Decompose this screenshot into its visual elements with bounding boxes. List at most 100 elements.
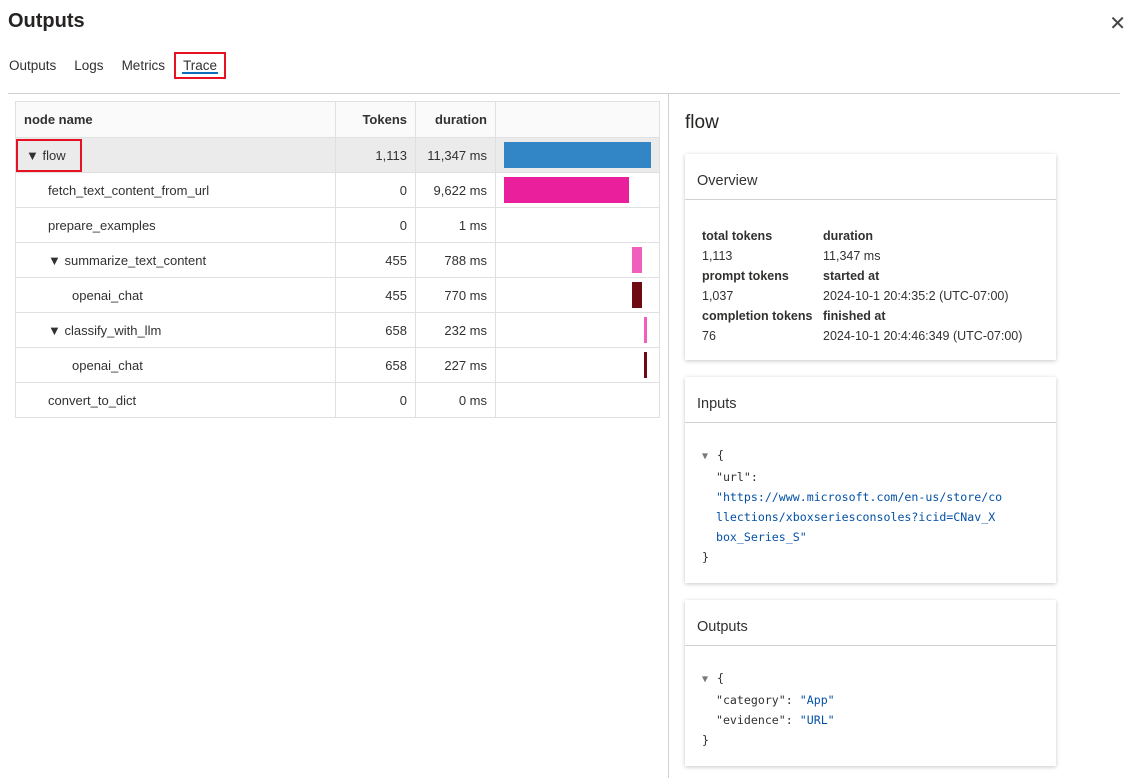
- tab-metrics[interactable]: Metrics: [121, 58, 166, 73]
- node-name-cell[interactable]: fetch_text_content_from_url: [15, 172, 336, 208]
- node-name-cell[interactable]: ▼ classify_with_llm: [15, 312, 336, 348]
- finished-label: finished at: [823, 309, 886, 323]
- output-key-evidence: "evidence": [715, 713, 786, 727]
- tokens-cell: 455: [335, 277, 416, 313]
- tokens-cell: 455: [335, 242, 416, 278]
- duration-bar[interactable]: [643, 317, 647, 343]
- node-name: openai_chat: [72, 287, 143, 303]
- tokens-cell: 1,113: [335, 137, 416, 173]
- tokens-cell: 0: [335, 382, 416, 418]
- duration-cell: 0 ms: [415, 382, 496, 418]
- node-name: fetch_text_content_from_url: [48, 182, 210, 198]
- trace-table: node name Tokens duration ▼ flow 1,113 1…: [15, 101, 660, 418]
- collapse-caret-icon[interactable]: ▼: [702, 674, 709, 685]
- total-tokens-label: total tokens: [702, 229, 773, 243]
- tokens-cell: 658: [335, 347, 416, 383]
- expand-caret-icon[interactable]: ▼: [48, 252, 65, 268]
- node-name-cell[interactable]: openai_chat: [15, 277, 336, 313]
- node-name: flow: [42, 147, 66, 163]
- timeline-cell: [495, 137, 660, 173]
- timeline-cell: [495, 242, 660, 278]
- duration-cell: 770 ms: [415, 277, 496, 313]
- total-tokens-value: 1,113: [702, 249, 733, 263]
- tokens-cell: 0: [335, 172, 416, 208]
- duration-bar[interactable]: [631, 247, 643, 273]
- overview-card: Overview total tokens duration 1,113 11,…: [685, 154, 1056, 360]
- input-value-line: llections/xboxseriesconsoles?icid=CNav_X: [715, 510, 996, 524]
- tab-logs[interactable]: Logs: [74, 58, 104, 73]
- highlight-box: ▼ flow: [16, 138, 82, 172]
- tab-outputs[interactable]: Outputs: [9, 58, 57, 73]
- duration-value: 11,347 ms: [823, 249, 881, 263]
- table-row[interactable]: fetch_text_content_from_url 0 9,622 ms: [15, 172, 660, 208]
- pane-splitter[interactable]: [668, 94, 669, 778]
- table-row[interactable]: openai_chat 455 770 ms: [15, 277, 660, 313]
- node-name-cell[interactable]: convert_to_dict: [15, 382, 336, 418]
- timeline-cell: [495, 172, 660, 208]
- input-value-line: box_Series_S": [715, 530, 807, 544]
- outputs-card: Outputs ▼{ "category": "App" "evidence":…: [685, 600, 1056, 766]
- completion-tokens-value: 76: [702, 329, 716, 343]
- overview-heading: Overview: [685, 154, 1056, 200]
- node-name: prepare_examples: [48, 217, 156, 233]
- header-tokens[interactable]: Tokens: [335, 101, 416, 138]
- collapse-caret-icon[interactable]: ▼: [702, 451, 709, 462]
- table-row[interactable]: convert_to_dict 0 0 ms: [15, 382, 660, 418]
- duration-cell: 227 ms: [415, 347, 496, 383]
- prompt-tokens-value: 1,037: [702, 289, 734, 303]
- node-name-cell[interactable]: prepare_examples: [15, 207, 336, 243]
- timeline-cell: [495, 312, 660, 348]
- header-node-name[interactable]: node name: [15, 101, 336, 138]
- detail-title: flow: [685, 112, 719, 133]
- started-value: 2024-10-1 20:4:35:2 (UTC-07:00): [823, 289, 1009, 303]
- node-name-cell[interactable]: openai_chat: [15, 347, 336, 383]
- duration-cell: 1 ms: [415, 207, 496, 243]
- duration-cell: 11,347 ms: [415, 137, 496, 173]
- table-row[interactable]: openai_chat 658 227 ms: [15, 347, 660, 383]
- outputs-heading: Outputs: [685, 600, 1056, 646]
- timeline-cell: [495, 382, 660, 418]
- duration-bar[interactable]: [504, 177, 629, 203]
- inputs-heading: Inputs: [685, 377, 1056, 423]
- inputs-card: Inputs ▼{ "url": "https://www.microsoft.…: [685, 377, 1056, 583]
- divider: [8, 93, 1120, 94]
- input-key: "url": [715, 470, 751, 484]
- tab-bar: Outputs Logs Metrics Trace: [0, 52, 227, 79]
- tokens-cell: 0: [335, 207, 416, 243]
- node-name: convert_to_dict: [48, 392, 137, 408]
- node-name: openai_chat: [72, 357, 143, 373]
- node-name-cell[interactable]: ▼ flow: [15, 137, 336, 173]
- timeline-cell: [495, 347, 660, 383]
- table-row[interactable]: prepare_examples 0 1 ms: [15, 207, 660, 243]
- node-name: summarize_text_content: [64, 252, 207, 268]
- duration-cell: 788 ms: [415, 242, 496, 278]
- close-icon[interactable]: ✕: [1109, 13, 1126, 35]
- duration-bar[interactable]: [643, 352, 647, 378]
- table-row[interactable]: ▼ flow 1,113 11,347 ms: [15, 137, 660, 173]
- expand-caret-icon[interactable]: ▼: [26, 147, 43, 163]
- table-row[interactable]: ▼ summarize_text_content 455 788 ms: [15, 242, 660, 278]
- duration-bar[interactable]: [631, 282, 642, 308]
- duration-label: duration: [823, 229, 873, 243]
- duration-cell: 9,622 ms: [415, 172, 496, 208]
- header-duration[interactable]: duration: [415, 101, 496, 138]
- node-name-cell[interactable]: ▼ summarize_text_content: [15, 242, 336, 278]
- output-value-category: "App": [799, 693, 835, 707]
- duration-cell: 232 ms: [415, 312, 496, 348]
- completion-tokens-label: completion tokens: [702, 309, 813, 323]
- started-label: started at: [823, 269, 880, 283]
- finished-value: 2024-10-1 20:4:46:349 (UTC-07:00): [823, 329, 1023, 343]
- tab-trace[interactable]: Trace: [174, 52, 227, 79]
- expand-caret-icon[interactable]: ▼: [48, 322, 65, 338]
- input-value-line: "https://www.microsoft.com/en-us/store/c…: [715, 490, 1003, 504]
- dialog-title: Outputs: [8, 10, 85, 32]
- prompt-tokens-label: prompt tokens: [702, 269, 789, 283]
- output-key-category: "category": [715, 693, 786, 707]
- tokens-cell: 658: [335, 312, 416, 348]
- timeline-cell: [495, 207, 660, 243]
- node-name: classify_with_llm: [64, 322, 162, 338]
- duration-bar[interactable]: [504, 142, 651, 168]
- timeline-cell: [495, 277, 660, 313]
- table-row[interactable]: ▼ classify_with_llm 658 232 ms: [15, 312, 660, 348]
- header-timeline: [495, 101, 660, 138]
